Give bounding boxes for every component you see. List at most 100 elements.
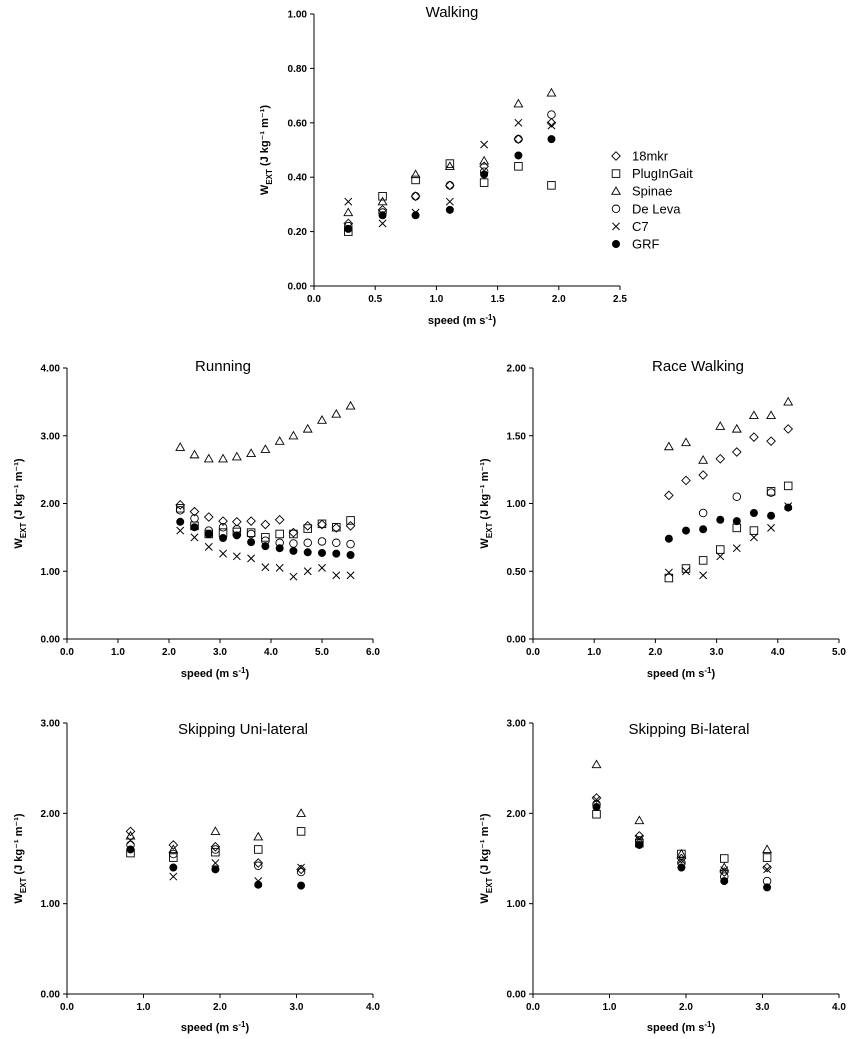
panel-race-walking-title: Race Walking bbox=[652, 358, 744, 375]
panel-race-walking-xtick-label-2: 2.0 bbox=[648, 647, 662, 658]
panel-race-walking-spinae-point-3 bbox=[715, 421, 726, 430]
panel-walking-ytick-label-4: 0.80 bbox=[288, 64, 308, 75]
panel-skipping-uni-lateral-y-label-sub: EXT bbox=[19, 878, 28, 894]
panel-running-spinae-point-11 bbox=[331, 408, 342, 418]
panel-skipping-bi-lateral-y-label: WEXT (J kg⁻¹ m⁻¹) bbox=[479, 813, 494, 903]
panel-walking-de-leva-point-5 bbox=[514, 134, 523, 144]
panel-skipping-bi-lateral-xtick-label-2: 2.0 bbox=[679, 1002, 693, 1013]
panel-walking-grf-point-4 bbox=[480, 170, 489, 179]
panel-walking-c7-point-4-b bbox=[480, 140, 489, 149]
panel-running-xtick-label-6: 6.0 bbox=[366, 647, 380, 658]
panel-skipping-bi-lateral-spinae-point-4 bbox=[762, 844, 773, 854]
panel-running-c7-point-1-b bbox=[190, 533, 199, 542]
panel-skipping-uni-lateral-c7-point-2 bbox=[211, 859, 220, 867]
panel-skipping-uni-lateral-ytick-label-2: 2.00 bbox=[41, 809, 61, 820]
panel-running-ytick-label-0: 0.00 bbox=[41, 635, 61, 646]
panel-running-y-label-unit: (J kg⁻¹ m⁻¹) bbox=[13, 458, 25, 523]
panel-running-spinae-point-3 bbox=[218, 453, 229, 463]
panel-skipping-uni-lateral-grf-point-4 bbox=[297, 881, 306, 890]
panel-skipping-uni-lateral-18mkr-point-3 bbox=[253, 858, 264, 868]
panel-race-walking-x-label: speed (m s-1) bbox=[647, 666, 716, 680]
panel-running-c7-point-1 bbox=[190, 533, 199, 542]
panel-race-walking-de-leva-point-2 bbox=[698, 508, 708, 518]
panel-race-walking-c7-point-4-b bbox=[732, 544, 741, 553]
panel-skipping-uni-lateral-ytick-label-0: 0.00 bbox=[41, 990, 61, 1001]
panel-skipping-uni-lateral: 0.0 1.0 2.0 3.0 4.0 0.00 1.00 2.00 3.00 Skipping … bbox=[13, 719, 380, 1035]
panel-race-walking-18mkr-point-7 bbox=[783, 424, 794, 434]
panel-running-plugingait-point-12 bbox=[346, 516, 355, 525]
panel-race-walking-18mkr-point-0 bbox=[664, 490, 674, 501]
panel-running-de-leva-point-11 bbox=[332, 538, 341, 548]
panel-skipping-uni-lateral-x-label-sup: -1 bbox=[238, 1020, 246, 1029]
panel-skipping-bi-lateral: 0.0 1.0 2.0 3.0 4.0 0.00 1.00 2.00 3.00 Skipping … bbox=[479, 719, 846, 1035]
panel-race-walking-c7-point-6 bbox=[767, 523, 776, 532]
panel-skipping-uni-lateral-xtick-label-1: 1.0 bbox=[137, 1002, 151, 1013]
panel-running-ytick-label-2: 2.00 bbox=[41, 499, 61, 510]
panel-walking-plugingait-point-6 bbox=[547, 181, 556, 190]
panel-walking-ytick-label-1: 0.20 bbox=[288, 227, 308, 238]
panel-skipping-uni-lateral-c7-point-4-b bbox=[297, 863, 306, 872]
panel-running-xtick-label-0: 0.0 bbox=[60, 647, 74, 658]
panel-walking-y-label-unit: (J kg⁻¹ m⁻¹) bbox=[259, 105, 271, 170]
panel-race-walking-grf-point-2 bbox=[699, 525, 708, 534]
panel-race-walking-x-label-main: speed (m s bbox=[647, 668, 704, 680]
legend-marker-grf bbox=[612, 239, 621, 248]
legend: 18mkr PlugInGait Spinae De Leva C7 GRF bbox=[611, 149, 693, 252]
panel-race-walking-18mkr-point-2 bbox=[698, 470, 708, 480]
panel-race-walking-ytick-label-4: 2.00 bbox=[507, 364, 527, 375]
panel-race-walking-c7-point-0 bbox=[664, 568, 673, 577]
panel-skipping-bi-lateral-xtick-label-4: 4.0 bbox=[832, 1002, 846, 1013]
panel-race-walking-c7-point-2 bbox=[699, 571, 708, 580]
panel-skipping-uni-lateral-spinae-point-3 bbox=[253, 831, 264, 841]
panel-running-18mkr-point-7 bbox=[274, 514, 285, 525]
panel-running-c7-point-10 bbox=[318, 563, 326, 572]
panel-running-xtick-label-4: 4.0 bbox=[264, 647, 278, 658]
panel-skipping-bi-lateral-c7-point-2-b bbox=[677, 856, 686, 865]
panel-running-grf-point-8 bbox=[289, 546, 298, 555]
panel-walking-y-label-main: W bbox=[259, 184, 271, 195]
panel-skipping-uni-lateral-plugingait-point-2 bbox=[211, 847, 220, 857]
panel-walking-xtick-label-5: 2.5 bbox=[613, 294, 627, 305]
panel-skipping-bi-lateral-plugingait-point-3 bbox=[720, 854, 729, 863]
panel-running-grf-point-9 bbox=[303, 548, 312, 557]
panel-skipping-bi-lateral-18mkr-point-4 bbox=[762, 862, 772, 873]
panel-running-c7-point-11 bbox=[332, 571, 341, 580]
panel-skipping-uni-lateral-grf-point-0 bbox=[126, 845, 135, 854]
panel-skipping-bi-lateral-plugingait-point-4 bbox=[762, 853, 772, 862]
panel-race-walking-xtick-label-5: 5.0 bbox=[832, 647, 846, 658]
panel-skipping-uni-lateral-grf-point-3 bbox=[254, 880, 263, 889]
panel-race-walking-xtick-label-4: 4.0 bbox=[771, 647, 785, 658]
panel-running-y-label: WEXT (J kg⁻¹ m⁻¹) bbox=[13, 458, 28, 548]
panel-skipping-bi-lateral-grf-point-4 bbox=[763, 883, 772, 892]
panel-running-de-leva-point-5 bbox=[246, 529, 256, 539]
panel-running-18mkr-point-1 bbox=[189, 506, 200, 517]
panel-running-plugingait-point-8 bbox=[289, 529, 298, 539]
panel-skipping-bi-lateral-x-label-sup: -1 bbox=[704, 1020, 712, 1029]
panel-running-grf-point-7 bbox=[275, 544, 284, 553]
panel-race-walking-ytick-label-2: 1.00 bbox=[507, 499, 527, 510]
panel-running-de-leva-point-8 bbox=[289, 539, 298, 548]
panel-running-x-label: speed (m s-1) bbox=[181, 666, 250, 680]
panel-walking-spinae-point-3 bbox=[444, 161, 455, 170]
panel-running-c7-point-10-b bbox=[318, 563, 326, 572]
panel-running-spinae-point-0 bbox=[175, 442, 186, 451]
panel-walking-c7-point-0-b bbox=[344, 197, 353, 206]
panel-running-c7-point-9 bbox=[303, 567, 312, 576]
panel-race-walking-xtick-label-0: 0.0 bbox=[526, 647, 540, 658]
panel-walking-xtick-label-3: 1.5 bbox=[491, 294, 505, 305]
panel-race-walking-xtick-label-3: 3.0 bbox=[710, 647, 724, 658]
legend-marker-18mkr bbox=[611, 151, 621, 161]
panel-running-18mkr-point-2 bbox=[203, 512, 214, 522]
panel-skipping-bi-lateral-plugingait-point-0 bbox=[592, 809, 601, 819]
panel-skipping-bi-lateral-spinae-point-2 bbox=[676, 848, 687, 858]
panel-race-walking-c7-point-3 bbox=[716, 552, 725, 561]
panel-walking-c7-point-1-b bbox=[378, 219, 387, 228]
panel-running-c7-point-7 bbox=[275, 563, 284, 572]
panel-skipping-uni-lateral-title: Skipping Uni-lateral bbox=[178, 721, 308, 738]
panel-running-grf-point-2 bbox=[204, 529, 213, 538]
panel-running-c7-point-12-b bbox=[346, 571, 355, 580]
panel-race-walking-grf-point-3 bbox=[716, 515, 725, 524]
panel-running-c7-point-4 bbox=[232, 552, 241, 561]
panel-skipping-uni-lateral-ytick-label-3: 3.00 bbox=[41, 719, 61, 730]
panel-running-ytick-label-1: 1.00 bbox=[41, 567, 61, 578]
